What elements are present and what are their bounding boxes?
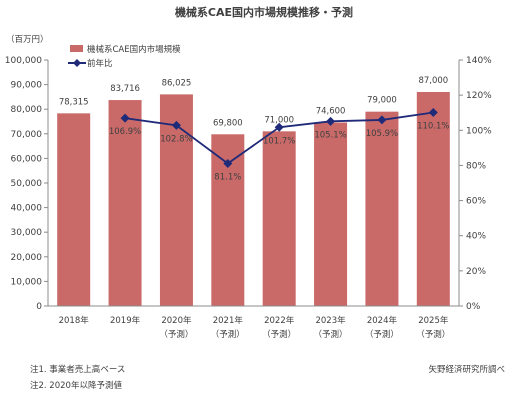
line-series-group — [120, 108, 438, 168]
bar — [57, 113, 91, 307]
line-data-label: 105.9% — [366, 129, 398, 139]
line-point — [274, 122, 284, 132]
note-1: 注1. 事業者売上高ベース — [30, 365, 126, 375]
x-tick-label: 2023年 — [315, 315, 346, 326]
line-point — [223, 158, 233, 168]
line-point — [428, 108, 438, 118]
y-left-tick-label: 70,000 — [11, 130, 43, 140]
y-left-tick-label: 0 — [36, 302, 42, 312]
bar-data-label: 79,000 — [367, 96, 397, 106]
x-tick-label: 2024年 — [367, 315, 398, 326]
bar — [108, 100, 142, 306]
bar — [365, 111, 399, 306]
legend: 機械系CAE国内市場規模 前年比 — [68, 44, 181, 69]
legend-bar-label: 機械系CAE国内市場規模 — [87, 44, 181, 55]
y-right-tick-label: 20% — [466, 267, 486, 277]
legend-line-label: 前年比 — [87, 58, 113, 69]
bar-data-label: 83,716 — [110, 84, 140, 94]
y-left-tick-label: 80,000 — [11, 105, 43, 115]
line-point — [171, 120, 181, 130]
y-left-tick-label: 40,000 — [11, 204, 43, 214]
bar — [416, 91, 450, 306]
line-data-label: 106.9% — [109, 127, 141, 137]
legend-bar-swatch — [70, 45, 83, 52]
y-left-tick-label: 50,000 — [11, 179, 43, 189]
x-tick-label: 2018年 — [59, 315, 90, 326]
y-left-tick-label: 60,000 — [11, 154, 43, 164]
y-right-tick-label: 40% — [466, 232, 486, 242]
y-right-tick-label: 120% — [466, 91, 492, 101]
y-left-tick-label: 90,000 — [11, 81, 43, 91]
line-data-label: 102.8% — [160, 134, 192, 144]
legend-line-marker — [73, 59, 81, 67]
x-tick-label: 2021年 — [213, 315, 244, 326]
line-data-label: 101.7% — [263, 136, 295, 146]
bar-data-label: 86,025 — [162, 78, 192, 88]
bar-data-label: 74,600 — [316, 106, 346, 116]
x-tick-sublabel: （予測） — [159, 329, 193, 340]
axes: 0 10,000 20,000 30,000 40,000 50,000 60,000 70,… — [5, 56, 492, 340]
line-data-label: 110.1% — [417, 122, 449, 132]
line-data-label: 105.1% — [314, 130, 346, 140]
y-left-tick-label: 10,000 — [11, 277, 43, 287]
x-tick-label: 2019年 — [110, 315, 141, 326]
x-tick-sublabel: （予測） — [262, 329, 296, 340]
x-tick-sublabel: （予測） — [365, 329, 399, 340]
x-tick-sublabel: （予測） — [314, 329, 348, 340]
x-tick-label: 2025年 — [418, 315, 449, 326]
chart-title: 機械系CAE国内市場規模推移・予測 — [175, 5, 353, 19]
y-right-tick-label: 80% — [466, 161, 486, 171]
x-tick-label: 2020年 — [161, 315, 192, 326]
x-tick-label: 2022年 — [264, 315, 295, 326]
line-point — [120, 113, 130, 123]
y-left-tick-label: 20,000 — [11, 253, 43, 263]
y-right-tick-label: 0% — [466, 302, 481, 312]
bar-data-label: 71,000 — [264, 115, 294, 125]
source-note: 矢野経済研究所調べ — [428, 365, 505, 375]
x-tick-sublabel: （予測） — [211, 329, 245, 340]
data-labels-group: 78,315 83,716 86,025 69,800 71,000 74,600 79,0… — [59, 76, 450, 183]
y-right-tick-label: 140% — [466, 56, 492, 66]
line-point — [377, 115, 387, 125]
bar-data-label: 87,000 — [418, 76, 448, 86]
bar-data-label: 69,800 — [213, 118, 243, 128]
line-point — [326, 116, 336, 126]
x-tick-sublabel: （予測） — [416, 329, 450, 340]
bars-group — [57, 91, 450, 307]
y-right-tick-label: 60% — [466, 197, 486, 207]
note-2: 注2. 2020年以降予測値 — [30, 381, 122, 391]
y-left-tick-label: 100,000 — [5, 56, 42, 66]
y-left-tick-label: 30,000 — [11, 228, 43, 238]
line-data-label: 81.1% — [214, 172, 241, 182]
bar-data-label: 78,315 — [59, 97, 89, 107]
bar — [314, 122, 348, 306]
y-left-unit-label: （百万円） — [6, 34, 49, 45]
y-right-tick-label: 100% — [466, 126, 492, 136]
bar — [262, 131, 296, 306]
